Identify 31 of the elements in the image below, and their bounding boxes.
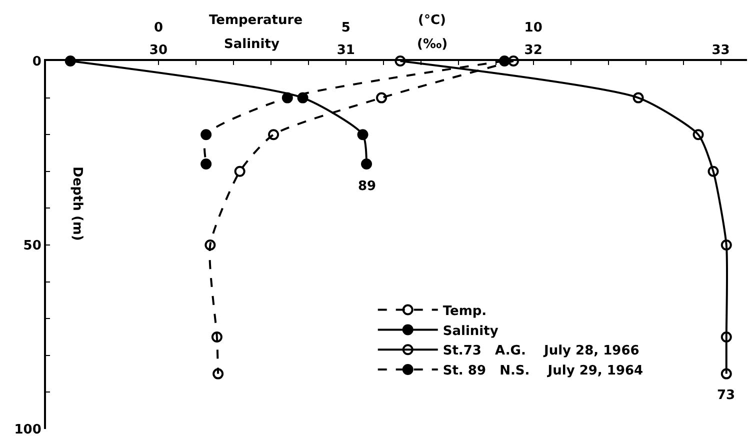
y-axis-title: Depth (m) xyxy=(70,166,85,241)
annotation: 73 xyxy=(717,388,736,403)
point xyxy=(692,129,704,140)
point xyxy=(357,129,368,140)
x2-tick-label: 10 xyxy=(524,20,542,36)
point xyxy=(632,92,644,104)
text: (‰) xyxy=(417,37,448,52)
point xyxy=(720,368,732,380)
legend-label: Salinity xyxy=(442,324,499,339)
legend-label: Temp. xyxy=(442,304,487,319)
y-tick-label: 100 xyxy=(14,422,42,438)
point xyxy=(394,56,406,66)
point xyxy=(720,332,732,342)
x2-tick-label: 0 xyxy=(154,20,163,36)
point xyxy=(720,240,732,250)
point xyxy=(297,92,308,104)
point xyxy=(708,166,719,177)
point xyxy=(361,158,372,170)
x-tick-label: 30 xyxy=(149,42,168,58)
x2-tick-label: 5 xyxy=(341,20,350,36)
y-tick-label: 0 xyxy=(32,54,42,70)
annotation: 89 xyxy=(358,179,376,194)
x2-axis-title: Temperature xyxy=(209,13,303,28)
y-tick-label: 50 xyxy=(23,238,42,254)
legend-label: St. 89 N.S. July 29, 1964 xyxy=(442,364,644,379)
x-tick-label: 31 xyxy=(336,42,355,58)
x-tick-label: 32 xyxy=(524,42,542,58)
x-axis-title: Salinity xyxy=(224,37,280,52)
text: (°C) xyxy=(418,13,446,28)
legend-label: St.73 A.G. July 28, 1966 xyxy=(442,344,640,359)
x-tick-label: 33 xyxy=(712,42,730,58)
